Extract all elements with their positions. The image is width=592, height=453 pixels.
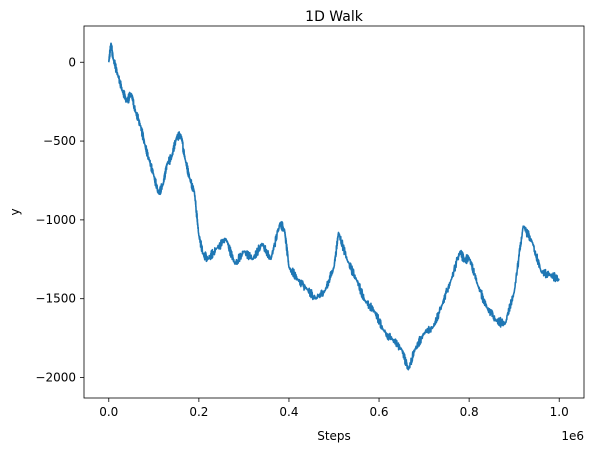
x-tick-label: 0.6 — [369, 405, 388, 419]
chart-title: 1D Walk — [305, 9, 364, 25]
y-tick-label: −2000 — [35, 371, 76, 385]
x-tick-label: 1.0 — [550, 405, 569, 419]
x-axis: 0.0 0.2 0.4 0.6 0.8 1.0 — [99, 398, 569, 419]
plot-frame — [83, 25, 585, 399]
x-tick-label: 0.2 — [189, 405, 208, 419]
series-layer — [107, 42, 560, 371]
y-axis: 0 −500 −1000 −1500 −2000 — [35, 55, 84, 385]
y-tick-label: 0 — [68, 55, 76, 69]
x-tick-label: 0.8 — [460, 405, 479, 419]
plot-area — [84, 26, 584, 398]
series-line — [107, 42, 560, 371]
x-tick-label: 0.0 — [99, 405, 118, 419]
y-tick-label: −500 — [43, 134, 76, 148]
x-axis-label: Steps — [317, 429, 351, 443]
y-tick-label: −1000 — [35, 213, 76, 227]
y-tick-label: −1500 — [35, 292, 76, 306]
y-axis-label: y — [8, 208, 22, 215]
x-tick-label: 0.4 — [279, 405, 298, 419]
x-offset-text: 1e6 — [561, 429, 584, 443]
